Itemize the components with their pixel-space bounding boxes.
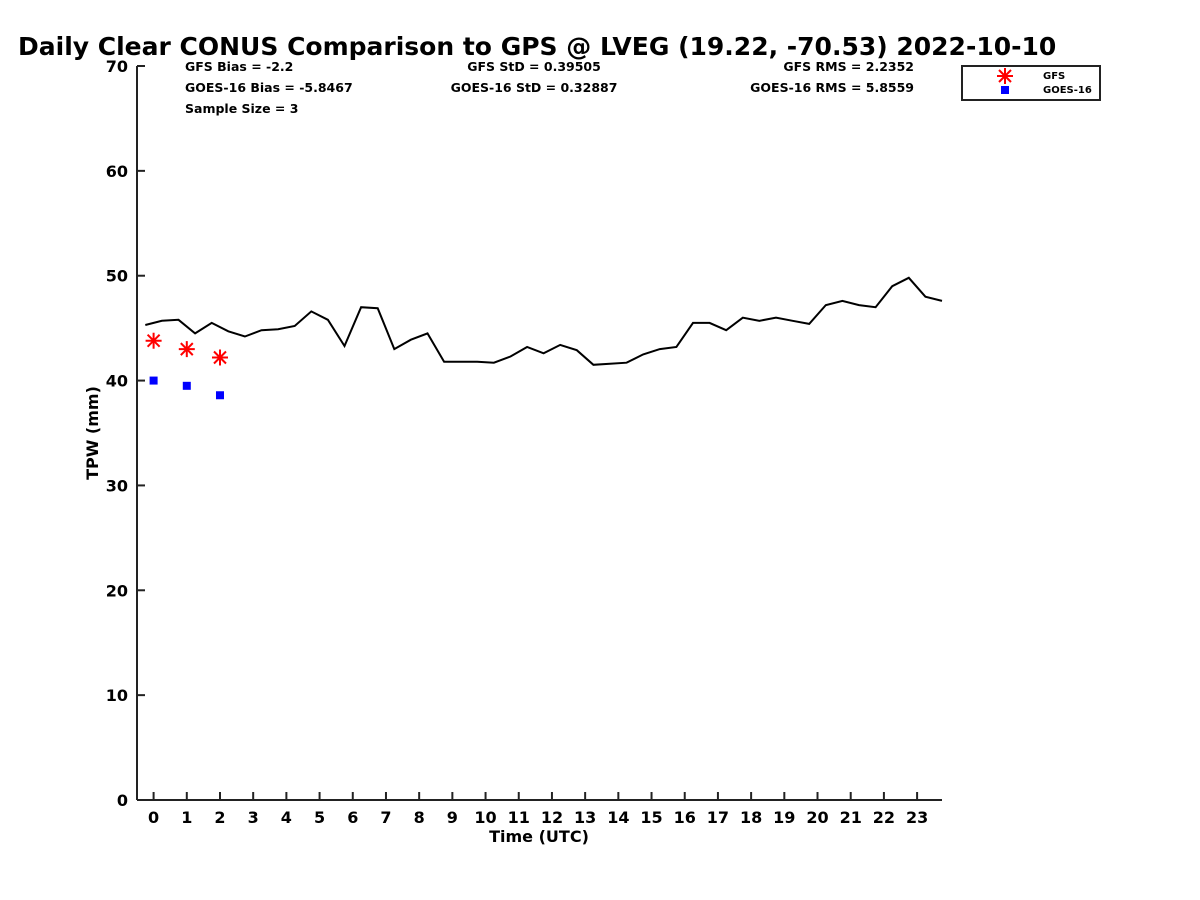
x-tick-label: 9 [447,808,458,827]
legend-goes-marker [1001,86,1009,94]
x-tick-label: 19 [773,808,795,827]
goes-16-point [215,391,224,400]
x-tick-label: 20 [806,808,828,827]
x-tick-label: 3 [248,808,259,827]
y-tick-label: 50 [106,267,128,286]
x-tick-label: 18 [740,808,762,827]
stat-goes-rms: GOES-16 RMS = 5.8559 [750,80,914,95]
y-ticks: 0 10 20 30 40 50 60 70 [106,57,145,810]
y-tick-label: 70 [106,57,128,76]
x-tick-label: 16 [674,808,696,827]
stat-gfs-rms: GFS RMS = 2.2352 [783,59,914,74]
legend-gfs-label: GFS [1043,71,1065,82]
x-tick-label: 7 [380,808,391,827]
x-tick-label: 12 [541,808,563,827]
gfs-point [178,341,195,358]
x-tick-label: 22 [873,808,895,827]
y-tick-label: 10 [106,686,128,705]
stats-block: GFS Bias = -2.2 GOES-16 Bias = -5.8467 S… [185,59,914,116]
x-tick-label: 4 [281,808,292,827]
gfs-point [211,349,228,366]
y-tick-label: 20 [106,581,128,600]
stat-sample-size: Sample Size = 3 [185,101,298,116]
goes-16-point [182,381,191,390]
x-tick-label: 23 [906,808,928,827]
chart-title: Daily Clear CONUS Comparison to GPS @ LV… [18,32,1056,61]
stat-gfs-bias: GFS Bias = -2.2 [185,59,293,74]
x-tick-label: 11 [508,808,530,827]
stat-gfs-std: GFS StD = 0.39505 [467,59,601,74]
x-ticks: 0 1 2 3 4 5 6 7 8 9 10 11 12 13 14 15 16 17 18 19 20 21 22 23 [148,792,928,827]
x-tick-label: 1 [181,808,192,827]
legend: GFS GOES-16 [961,65,1101,101]
y-axis-label: TPW (mm) [83,386,102,480]
x-tick-label: 21 [840,808,862,827]
x-tick-label: 14 [607,808,629,827]
series-layer [145,276,943,400]
legend-gfs-marker [997,68,1013,84]
legend-box [961,65,1101,101]
x-axis-label: Time (UTC) [489,827,589,846]
gps-series-line [145,276,943,366]
y-tick-label: 40 [106,372,128,391]
x-tick-label: 17 [707,808,729,827]
axes [136,66,942,801]
x-tick-label: 2 [214,808,225,827]
y-tick-label: 0 [117,791,128,810]
x-tick-label: 13 [574,808,596,827]
goes-16-point [149,376,158,385]
x-tick-label: 8 [414,808,425,827]
gfs-point [145,332,162,349]
stat-goes-bias: GOES-16 Bias = -5.8467 [185,80,353,95]
stat-goes-std: GOES-16 StD = 0.32887 [451,80,618,95]
legend-goes-label: GOES-16 [1043,85,1092,96]
x-tick-label: 6 [347,808,358,827]
y-tick-label: 60 [106,162,128,181]
x-tick-label: 15 [640,808,662,827]
x-tick-label: 10 [474,808,496,827]
y-tick-label: 30 [106,476,128,495]
x-tick-label: 5 [314,808,325,827]
x-tick-label: 0 [148,808,159,827]
